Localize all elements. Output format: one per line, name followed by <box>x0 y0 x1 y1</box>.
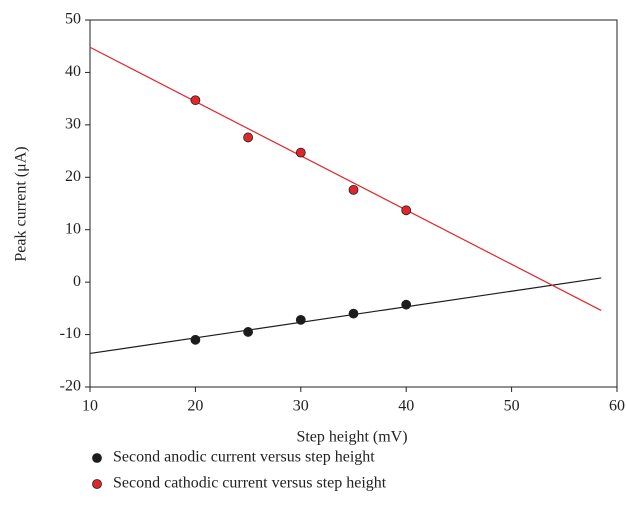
point <box>243 132 254 143</box>
point <box>401 205 412 216</box>
y-tick-label: -20 <box>60 378 81 395</box>
point <box>190 95 201 106</box>
x-tick-label: 20 <box>187 398 203 415</box>
y-tick-label: 40 <box>65 63 81 80</box>
trend-line <box>89 46 602 311</box>
y-tick-label: -10 <box>60 325 81 342</box>
point <box>295 147 306 158</box>
legend-marker <box>92 453 102 463</box>
x-tick-label: 60 <box>609 398 625 415</box>
point <box>190 334 201 345</box>
y-axis-label: Peak current (μA) <box>13 146 30 261</box>
legend-marker <box>92 479 102 489</box>
point <box>348 184 359 195</box>
point <box>295 314 306 325</box>
point <box>348 308 359 319</box>
y-tick-label: 20 <box>65 168 81 185</box>
point <box>243 327 254 337</box>
y-tick-label: 30 <box>65 116 81 133</box>
x-tick-label: 50 <box>504 398 520 415</box>
x-tick-label: 40 <box>398 398 414 415</box>
y-tick-label: 50 <box>65 11 81 28</box>
point <box>401 299 412 310</box>
legend-label: Second anodic current versus step height <box>113 449 375 466</box>
y-tick-label: 0 <box>73 273 81 290</box>
x-tick-label: 30 <box>293 398 309 415</box>
y-tick-label: 10 <box>65 220 81 237</box>
legend-label: Second cathodic current versus step heig… <box>113 475 387 492</box>
x-axis-label: Step height (mV) <box>296 429 407 446</box>
trend-line <box>89 277 602 355</box>
x-tick-label: 10 <box>82 398 98 415</box>
plot-frame <box>89 19 618 388</box>
